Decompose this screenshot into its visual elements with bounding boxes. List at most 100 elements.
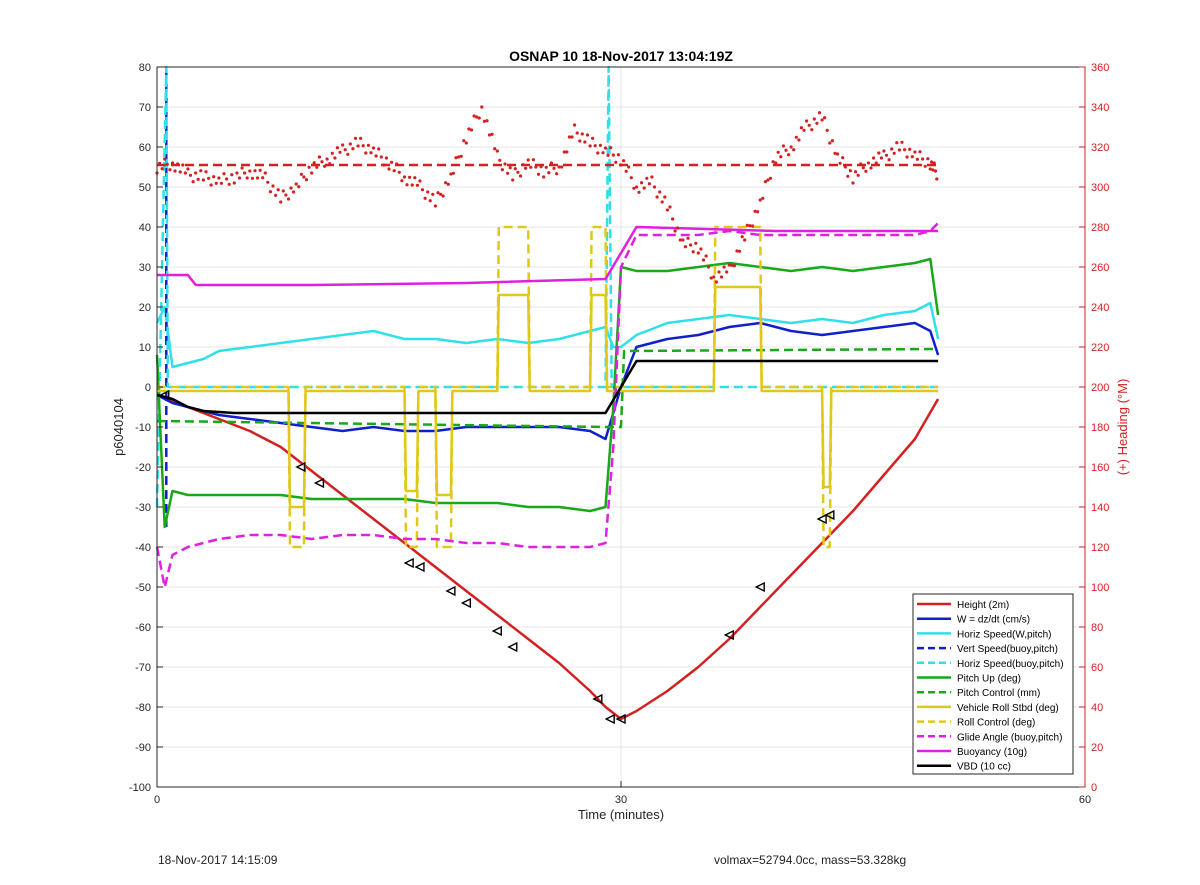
y-tick-label: -30 (135, 502, 151, 514)
heading-point (302, 175, 306, 179)
heading-point (289, 186, 293, 190)
dive-marker (414, 561, 425, 573)
heading-point (240, 166, 244, 170)
heading-point (209, 183, 213, 187)
heading-point (562, 150, 566, 154)
heading-point (848, 169, 853, 173)
heading-point (588, 144, 592, 148)
series-line-roll-control-deg (157, 225, 939, 549)
heading-point (768, 176, 773, 180)
series-line-vehicle-roll-stbd-deg (157, 285, 939, 509)
dive-marker (615, 713, 626, 725)
heading-point (467, 127, 471, 131)
heading-point (359, 136, 363, 140)
dive-marker (491, 625, 502, 637)
series-line-pitch-up-deg (155, 257, 940, 529)
legend-label-w-dz-dt-cm-s: W = dz/dt (cm/s) (957, 615, 1030, 626)
heading-point (544, 165, 548, 169)
heading-point (338, 150, 342, 154)
heading-point (475, 115, 479, 119)
heading-point (310, 171, 314, 175)
heading-point (835, 152, 840, 156)
heading-point (738, 249, 742, 253)
y2-tick-label: 200 (1091, 382, 1109, 394)
heading-point (771, 160, 775, 164)
heading-point (526, 158, 530, 162)
heading-point (856, 173, 860, 177)
heading-point (897, 148, 902, 152)
heading-point (890, 147, 894, 151)
heading-point (518, 174, 523, 178)
heading-point (748, 224, 752, 228)
heading-point (701, 258, 706, 262)
heading-point (696, 251, 700, 255)
heading-point (841, 156, 845, 160)
heading-point (833, 151, 837, 155)
heading-point (513, 167, 517, 171)
y-tick-label: 10 (139, 342, 151, 354)
heading-point (552, 166, 556, 170)
dive-marker (507, 641, 518, 653)
y-tick-label: -50 (135, 582, 151, 594)
y2-tick-label: 240 (1091, 302, 1109, 314)
heading-point (268, 190, 272, 194)
heading-point (596, 151, 600, 155)
heading-point (714, 280, 719, 284)
heading-point (730, 263, 734, 267)
heading-point (248, 169, 252, 173)
heading-point (774, 161, 778, 165)
heading-point (645, 176, 649, 180)
heading-point (212, 175, 216, 179)
heading-point (843, 165, 847, 169)
heading-point (616, 153, 621, 157)
heading-point (279, 200, 283, 204)
dive-marker (313, 477, 325, 489)
y2-tick-label: 340 (1091, 102, 1109, 114)
heading-point (232, 181, 236, 185)
heading-point (449, 172, 453, 176)
heading-point (253, 169, 257, 173)
heading-point (719, 275, 724, 279)
series-line-pitch-control-mm (156, 347, 939, 429)
heading-point (851, 181, 855, 185)
heading-point (284, 193, 288, 197)
heading-point (320, 160, 324, 164)
heading-point (781, 144, 786, 148)
heading-point (820, 118, 824, 122)
heading-point (390, 160, 394, 164)
heading-point (482, 119, 486, 123)
heading-point (663, 195, 667, 199)
heading-point (905, 155, 909, 159)
heading-point (374, 154, 378, 158)
heading-point (397, 170, 401, 174)
heading-point (317, 155, 321, 159)
heading-point (560, 165, 564, 169)
heading-point (931, 168, 935, 172)
heading-point (926, 157, 930, 161)
heading-point (717, 270, 721, 274)
heading-point (312, 161, 316, 165)
dive-marker (295, 461, 306, 473)
heading-point (828, 141, 832, 145)
heading-point (454, 156, 458, 160)
heading-point (591, 136, 595, 140)
heading-point (431, 192, 435, 196)
heading-point (258, 168, 262, 172)
heading-point (766, 178, 770, 182)
heading-point (371, 146, 376, 150)
heading-point (846, 174, 850, 178)
heading-point (725, 270, 729, 274)
heading-point (511, 178, 515, 182)
heading-point (694, 241, 698, 245)
heading-point (658, 190, 662, 194)
heading-point (935, 177, 939, 181)
heading-point (699, 247, 703, 251)
y2-tick-label: 360 (1091, 62, 1109, 74)
heading-point (722, 265, 726, 269)
heading-point (882, 149, 886, 153)
heading-point (436, 191, 440, 195)
heading-point (745, 223, 749, 227)
y2-tick-label: 320 (1091, 142, 1109, 154)
series-line-vbd-10-cc (156, 359, 939, 415)
heading-point (614, 160, 618, 164)
